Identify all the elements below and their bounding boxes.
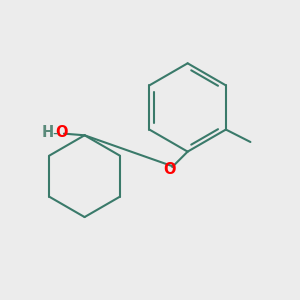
Text: O: O: [56, 125, 68, 140]
Text: H: H: [41, 125, 54, 140]
Text: -: -: [52, 125, 58, 140]
Text: O: O: [164, 162, 176, 177]
